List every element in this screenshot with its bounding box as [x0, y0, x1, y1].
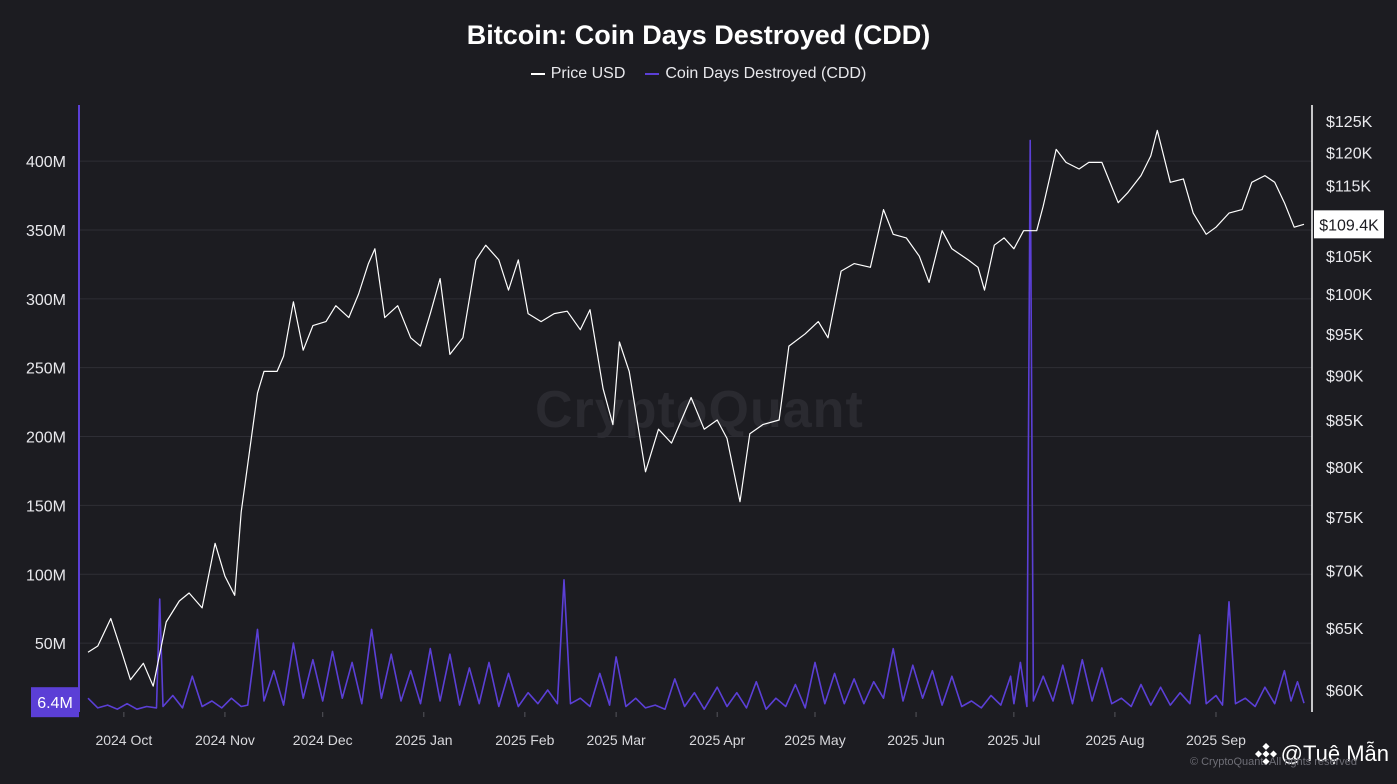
- x-tick-label: 2025 May: [784, 732, 845, 748]
- y-right-tick-label: $65K: [1326, 621, 1364, 638]
- y-left-tick-label: 200M: [26, 430, 66, 447]
- price-series: [87, 129, 1305, 687]
- author-credit: @Tuệ Mẫn: [1254, 741, 1389, 767]
- legend-label-price: Price USD: [550, 65, 626, 82]
- y-right-tick-label: $125K: [1326, 114, 1373, 131]
- y-left-tick-label: 350M: [26, 223, 66, 240]
- x-tick-label: 2024 Dec: [293, 732, 353, 748]
- price-line: [87, 129, 1305, 687]
- y-left-tick-label: 100M: [26, 567, 66, 584]
- y-right-tick-label: $80K: [1326, 460, 1364, 477]
- chart-title: Bitcoin: Coin Days Destroyed (CDD): [466, 20, 931, 50]
- x-tick-label: 2025 Jul: [987, 732, 1040, 748]
- y-left-tick-label: 250M: [26, 361, 66, 378]
- x-tick-label: 2024 Oct: [95, 732, 152, 748]
- watermark: CryptoQuant: [535, 381, 864, 439]
- current-price-badge: [1314, 210, 1384, 239]
- author-name: @Tuệ Mẫn: [1280, 741, 1389, 766]
- current-cdd-label: 6.4M: [37, 695, 73, 712]
- x-tick-label: 2025 Sep: [1186, 732, 1246, 748]
- current-price-label: $109.4K: [1319, 217, 1379, 234]
- legend-swatch-price: [530, 73, 545, 75]
- y-right-tick-label: $90K: [1326, 369, 1364, 386]
- x-tick-label: 2025 Feb: [495, 732, 554, 748]
- x-tick-label: 2025 Aug: [1085, 732, 1144, 748]
- legend-item-cdd[interactable]: Coin Days Destroyed (CDD): [645, 65, 866, 83]
- x-tick-label: 2025 Mar: [587, 732, 646, 748]
- y-right-tick-label: $75K: [1326, 510, 1364, 527]
- cdd-line: [87, 139, 1305, 711]
- legend-swatch-cdd: [645, 73, 660, 75]
- legend: Price USD Coin Days Destroyed (CDD): [0, 65, 1397, 83]
- y-left-tick-label: 300M: [26, 292, 66, 309]
- copyright-text: © CryptoQuant. All rights reserved: [1189, 756, 1357, 768]
- y-right-tick-label: $100K: [1326, 287, 1373, 304]
- axes: 400M 350M 300M 250M 200M 150M 100M 50M $125K $120…: [26, 105, 1384, 748]
- legend-item-price[interactable]: Price USD: [530, 65, 626, 83]
- y-left-tick-label: 400M: [26, 154, 66, 171]
- y-right-tick-label: $60K: [1326, 683, 1364, 700]
- grid-lines: [80, 160, 1312, 644]
- x-tick-label: 2025 Jan: [395, 732, 453, 748]
- y-right-tick-label: $115K: [1326, 179, 1371, 196]
- y-left-tick-label: 50M: [35, 636, 66, 653]
- y-right-tick-label: $105K: [1326, 249, 1373, 266]
- y-right-tick-label: $70K: [1326, 563, 1364, 580]
- binance-logo-icon: [1254, 743, 1277, 765]
- legend-label-cdd: Coin Days Destroyed (CDD): [665, 65, 867, 82]
- y-right-tick-label: $85K: [1326, 413, 1364, 430]
- cdd-series: [87, 139, 1305, 711]
- y-left-tick-label: 150M: [26, 498, 66, 515]
- x-tick-label: 2025 Apr: [689, 732, 745, 748]
- x-tick-label: 2024 Nov: [195, 732, 255, 748]
- y-right-tick-label: $120K: [1326, 146, 1373, 163]
- y-right-tick-label: $95K: [1326, 327, 1364, 344]
- current-cdd-badge: [31, 687, 79, 718]
- x-tick-label: 2025 Jun: [887, 732, 945, 748]
